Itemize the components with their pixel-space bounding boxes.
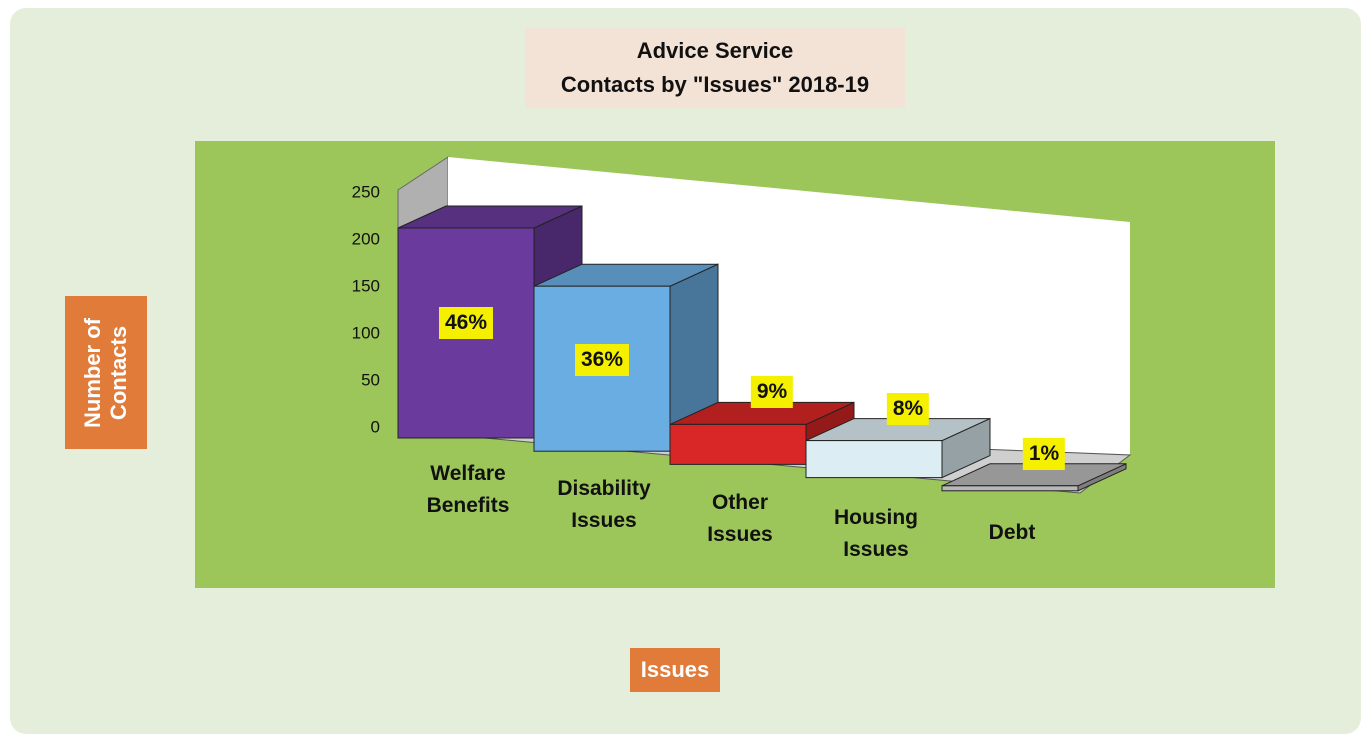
share-label: 46% [438, 306, 494, 339]
share-label: 1% [1022, 437, 1066, 470]
y-tick-label: 100 [352, 323, 380, 342]
bar [805, 440, 943, 479]
y-title-box: Number of Contacts [65, 296, 147, 449]
bar [669, 423, 807, 465]
x-tick-label: Debt [988, 520, 1036, 544]
title-box: Advice Service Contacts by "Issues" 2018… [525, 28, 905, 108]
share-label: 9% [750, 376, 794, 409]
y-tick-label: 0 [371, 417, 380, 436]
y-tick-label: 250 [352, 182, 380, 201]
bar [941, 485, 1079, 492]
x-tick-label: Welfare Benefits [426, 462, 510, 517]
x-tick-label: Disability Issues [557, 476, 651, 532]
y-tick-label: 150 [352, 276, 380, 295]
chart-title: Advice Service [636, 38, 794, 63]
x-axis-title: Issues [630, 648, 720, 692]
x-tick-label: Other Issues [707, 491, 773, 547]
share-label: 8% [886, 392, 930, 425]
y-tick-label: 50 [361, 370, 380, 389]
share-label: 36% [574, 344, 630, 377]
chart-subtitle: Contacts by "Issues" 2018-19 [560, 72, 870, 97]
y-tick-label: 200 [352, 229, 380, 248]
x-tick-label: Housing Issues [834, 506, 918, 562]
